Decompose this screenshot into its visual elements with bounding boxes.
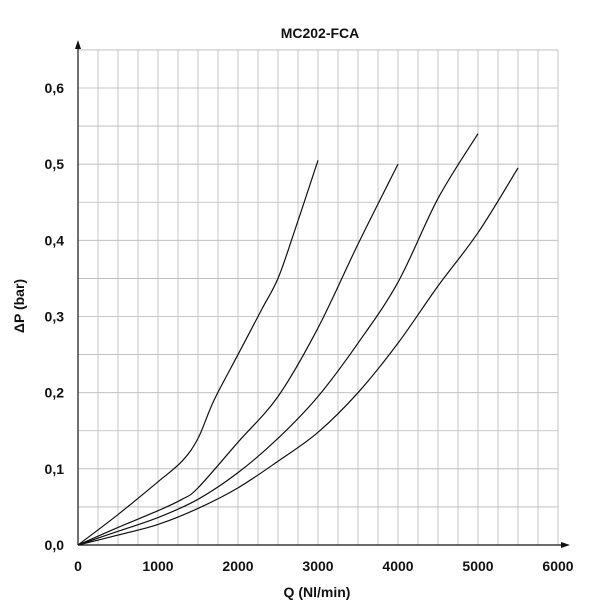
y-axis-label: ΔP (bar) <box>11 279 27 333</box>
x-tick-label: 5000 <box>462 558 493 574</box>
series-line-4 <box>77 167 519 546</box>
y-tick-label: 0,1 <box>45 461 65 477</box>
x-tick-label: 2000 <box>222 558 253 574</box>
x-axis-label: Q (Nl/min) <box>284 584 351 600</box>
series-group <box>77 133 519 546</box>
series-line-1 <box>77 160 319 546</box>
y-axis-arrow <box>75 40 81 49</box>
y-tick-label: 0,5 <box>45 156 65 172</box>
y-tick-label: 0,2 <box>45 385 65 401</box>
x-axis-arrow <box>561 542 570 548</box>
tick-labels: 0 1000 2000 3000 4000 5000 6000 0,0 0,1 0,2 0,3 0,4… <box>45 80 574 574</box>
x-tick-label: 3000 <box>302 558 333 574</box>
x-tick-label: 6000 <box>542 558 573 574</box>
y-tick-label: 0,4 <box>45 232 65 248</box>
x-tick-label: 4000 <box>382 558 413 574</box>
axes <box>75 40 570 548</box>
series-line-2 <box>77 163 399 546</box>
chart-title: MC202-FCA <box>281 25 360 41</box>
grid <box>78 49 559 545</box>
y-tick-label: 0,3 <box>45 309 65 325</box>
x-tick-label: 1000 <box>142 558 173 574</box>
y-tick-label: 0,0 <box>45 537 65 553</box>
y-tick-label: 0,6 <box>45 80 65 96</box>
x-tick-label: 0 <box>74 558 82 574</box>
series-line-3 <box>77 133 479 546</box>
